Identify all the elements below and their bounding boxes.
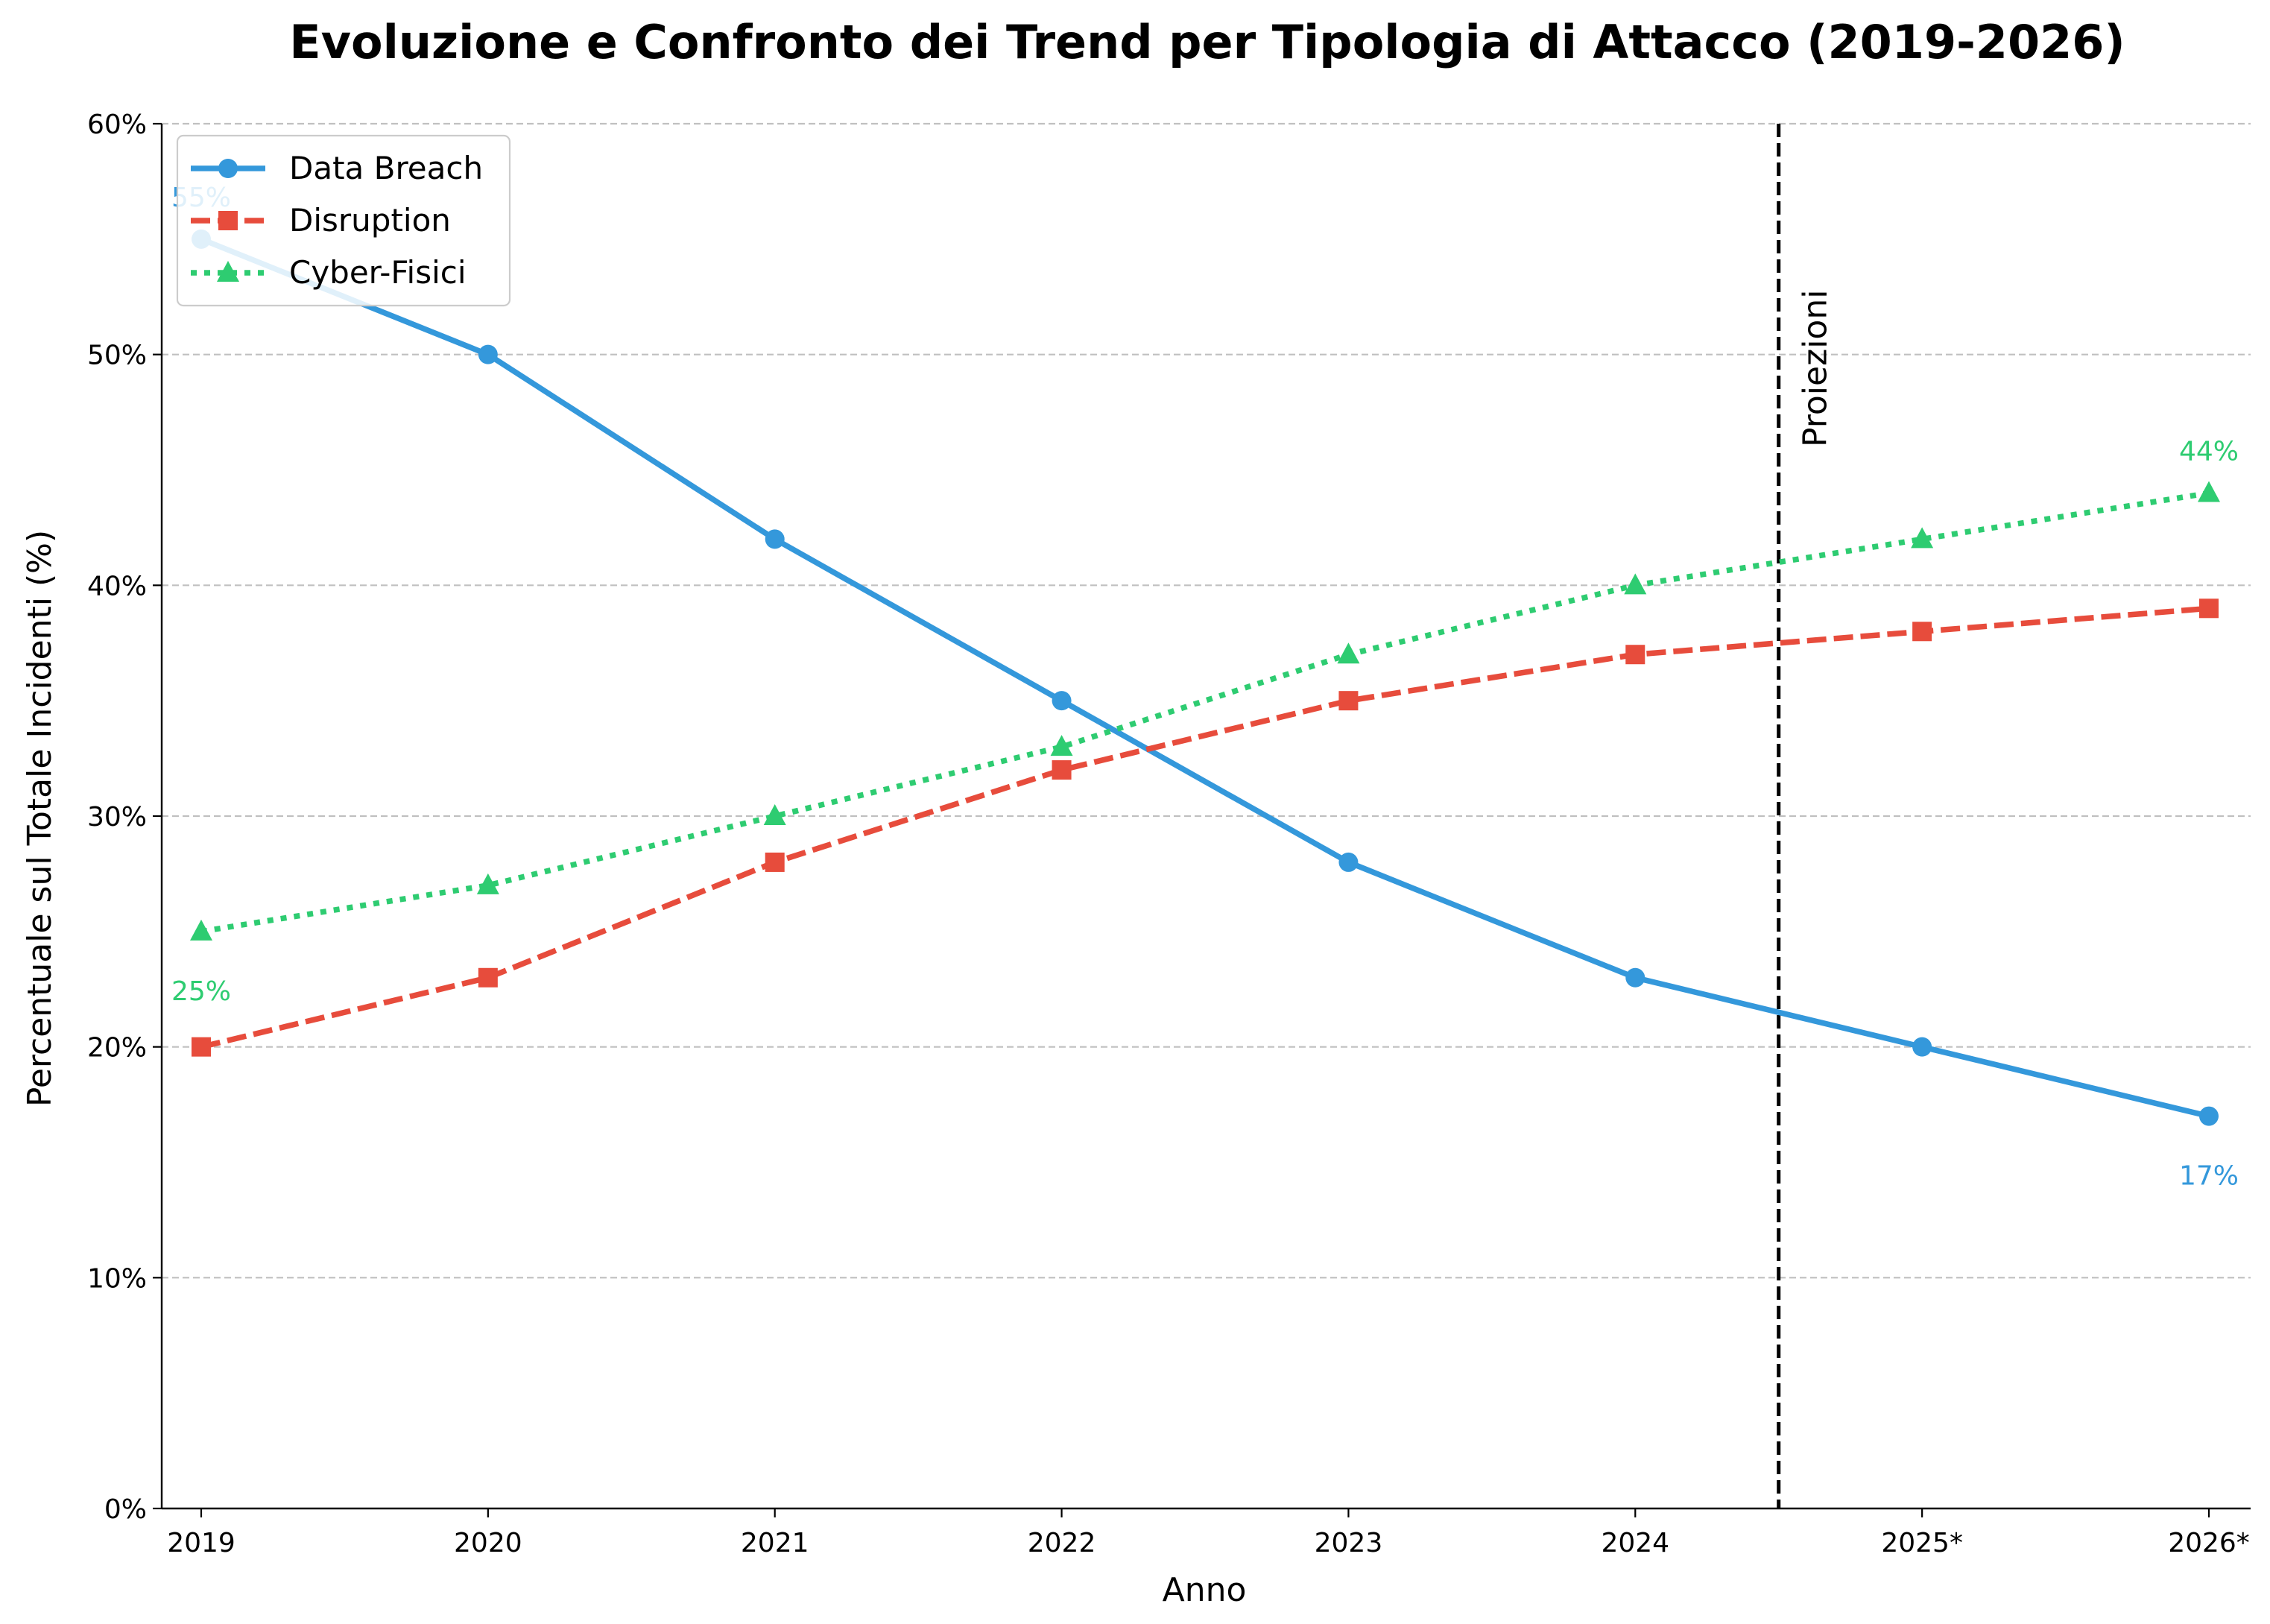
tick-labels: 0% 10% 20% 30% 40% 50% 60% 2019 2020 2021 2022 2023… [87,110,2250,1558]
data-point [476,873,499,894]
data-point [2199,1106,2219,1126]
data-point [478,344,498,364]
legend: Data Breach Disruption Cyber-Fisici [176,134,511,307]
y-tick-label: 40% [87,571,147,601]
data-point [1337,642,1360,664]
grid-lines [162,122,2251,1279]
annotation-label: 17% [2179,1161,2239,1192]
x-tick-label: 2024 [1601,1528,1669,1558]
data-point [192,1037,211,1057]
legend-frame [176,134,511,307]
data-point [1338,852,1359,872]
data-point [763,804,786,825]
chart-title: Evoluzione e Confronto dei Trend per Tip… [289,15,2125,69]
legend-label: Data Breach [289,150,483,186]
data-point [1624,573,1647,595]
data-point [765,852,785,872]
legend-label: Cyber-Fisici [289,254,467,291]
x-tick-label: 2026* [2168,1528,2250,1558]
projection-label: Proiezioni [1797,290,1835,447]
annotation-label: 44% [2179,436,2239,467]
x-tick-label: 2022 [1028,1528,1096,1558]
legend-marker [218,159,238,178]
y-tick-label: 30% [87,802,147,832]
data-point [1912,622,1932,642]
legend-marker [218,211,238,230]
y-tick-label: 50% [87,341,147,371]
data-point [1052,760,1072,780]
data-point [1050,735,1073,756]
data-point [1052,691,1072,711]
legend-marker [217,261,239,282]
axes [153,122,2251,1517]
projection-line-group: Proiezioni [1777,124,1835,1508]
series-group [190,229,2220,1126]
x-tick-label: 2020 [454,1528,522,1558]
y-tick-label: 60% [87,110,147,140]
y-axis-label: Percentuale sul Totale Incidenti (%) [21,530,59,1107]
data-point [1625,645,1645,665]
x-tick-label: 2025* [1881,1528,1963,1558]
data-point [765,529,785,549]
legend-label: Disruption [289,202,451,238]
annotation-label: 25% [171,976,231,1007]
data-point [2199,598,2219,619]
series-line-0 [200,236,2210,1119]
y-tick-label: 10% [87,1263,147,1294]
data-point [1625,967,1645,988]
series-line-2 [200,490,2210,935]
data-point [1338,691,1359,711]
x-tick-label: 2019 [167,1528,235,1558]
y-tick-label: 0% [104,1494,147,1525]
data-point [1912,1037,1932,1057]
x-tick-label: 2023 [1315,1528,1383,1558]
x-tick-label: 2021 [741,1528,809,1558]
y-tick-label: 20% [87,1033,147,1064]
data-point [478,967,498,988]
x-axis-label: Anno [1163,1571,1247,1609]
data-point [2198,481,2220,502]
data-point [1911,527,1934,549]
series-line-1 [200,605,2210,1050]
data-point [190,919,212,941]
